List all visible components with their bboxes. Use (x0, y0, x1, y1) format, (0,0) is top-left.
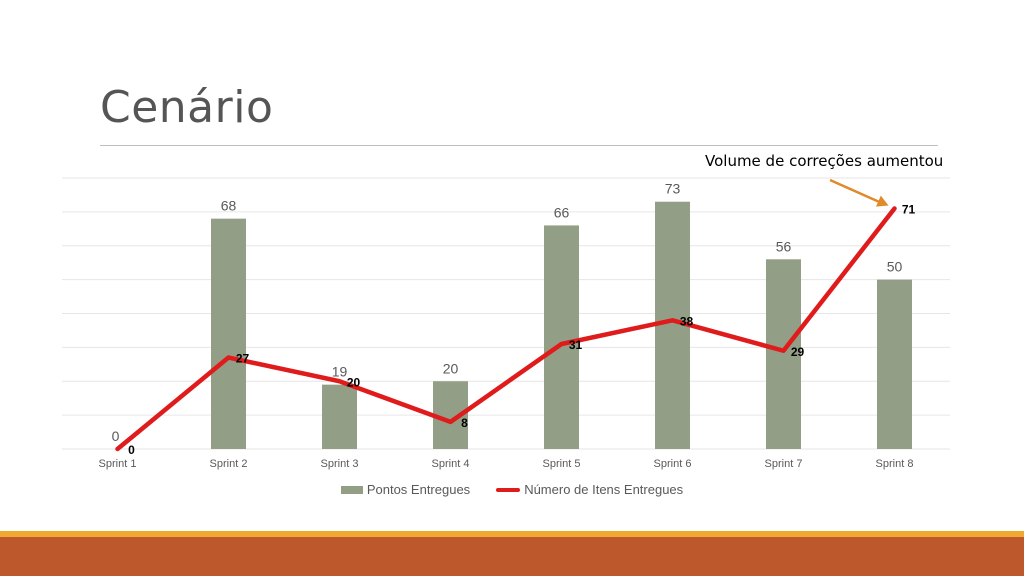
line-value-label: 38 (680, 314, 694, 328)
line-value-label: 0 (128, 443, 135, 457)
bar (322, 384, 357, 449)
x-tick-label: Sprint 3 (321, 458, 359, 470)
legend-label-line: Número de Itens Entregues (524, 482, 684, 497)
x-tick-label: Sprint 6 (654, 458, 692, 470)
bar-value-label: 73 (665, 181, 681, 197)
x-tick-label: Sprint 1 (99, 458, 137, 470)
legend-line-swatch (496, 487, 521, 492)
line-series (115, 206, 897, 452)
line-value-label: 29 (791, 345, 805, 359)
legend-bar-swatch (340, 485, 363, 494)
bar-value-label: 50 (887, 259, 903, 275)
bar (766, 259, 801, 449)
x-axis: Sprint 1 Sprint 2 Sprint 3 Sprint 4 Sprint 5… (99, 458, 914, 470)
x-tick-label: Sprint 4 (432, 458, 470, 470)
bar-value-label: 66 (554, 204, 570, 220)
line-value-label: 20 (347, 375, 361, 389)
page-title: Cenário (100, 82, 274, 133)
bar-value-label: 0 (112, 428, 120, 444)
chart-legend: Pontos Entregues Número de Itens Entregu… (0, 482, 1024, 497)
footer-accent-stripe (0, 531, 1024, 537)
x-tick-label: Sprint 2 (210, 458, 248, 470)
bar-value-label: 19 (332, 364, 348, 380)
bar-series (211, 201, 912, 449)
arrow-head (876, 195, 889, 207)
bar (211, 218, 246, 449)
footer-band (0, 537, 1024, 576)
title-divider (100, 145, 938, 146)
legend-item-bars: Pontos Entregues (340, 482, 471, 497)
bar (877, 279, 912, 449)
line-value-label: 27 (236, 352, 250, 366)
x-tick-label: Sprint 8 (876, 458, 914, 470)
x-tick-label: Sprint 7 (765, 458, 803, 470)
annotation-arrow (829, 178, 889, 207)
bar-value-label: 68 (221, 198, 237, 214)
legend-item-line: Número de Itens Entregues (496, 482, 683, 497)
gridlines (62, 177, 950, 450)
bar (544, 225, 579, 449)
legend-label-bars: Pontos Entregues (366, 482, 471, 497)
bar-value-label: 56 (776, 238, 792, 254)
arrow-shaft (829, 178, 882, 204)
bar-value-label: 20 (443, 360, 459, 376)
line-value-label: 31 (569, 338, 583, 352)
line-value-label: 71 (902, 202, 916, 216)
line-series-path (115, 206, 897, 452)
line-value-label: 8 (461, 416, 468, 430)
annotation-text: Volume de correções aumentou (705, 152, 944, 170)
x-tick-label: Sprint 5 (543, 458, 581, 470)
